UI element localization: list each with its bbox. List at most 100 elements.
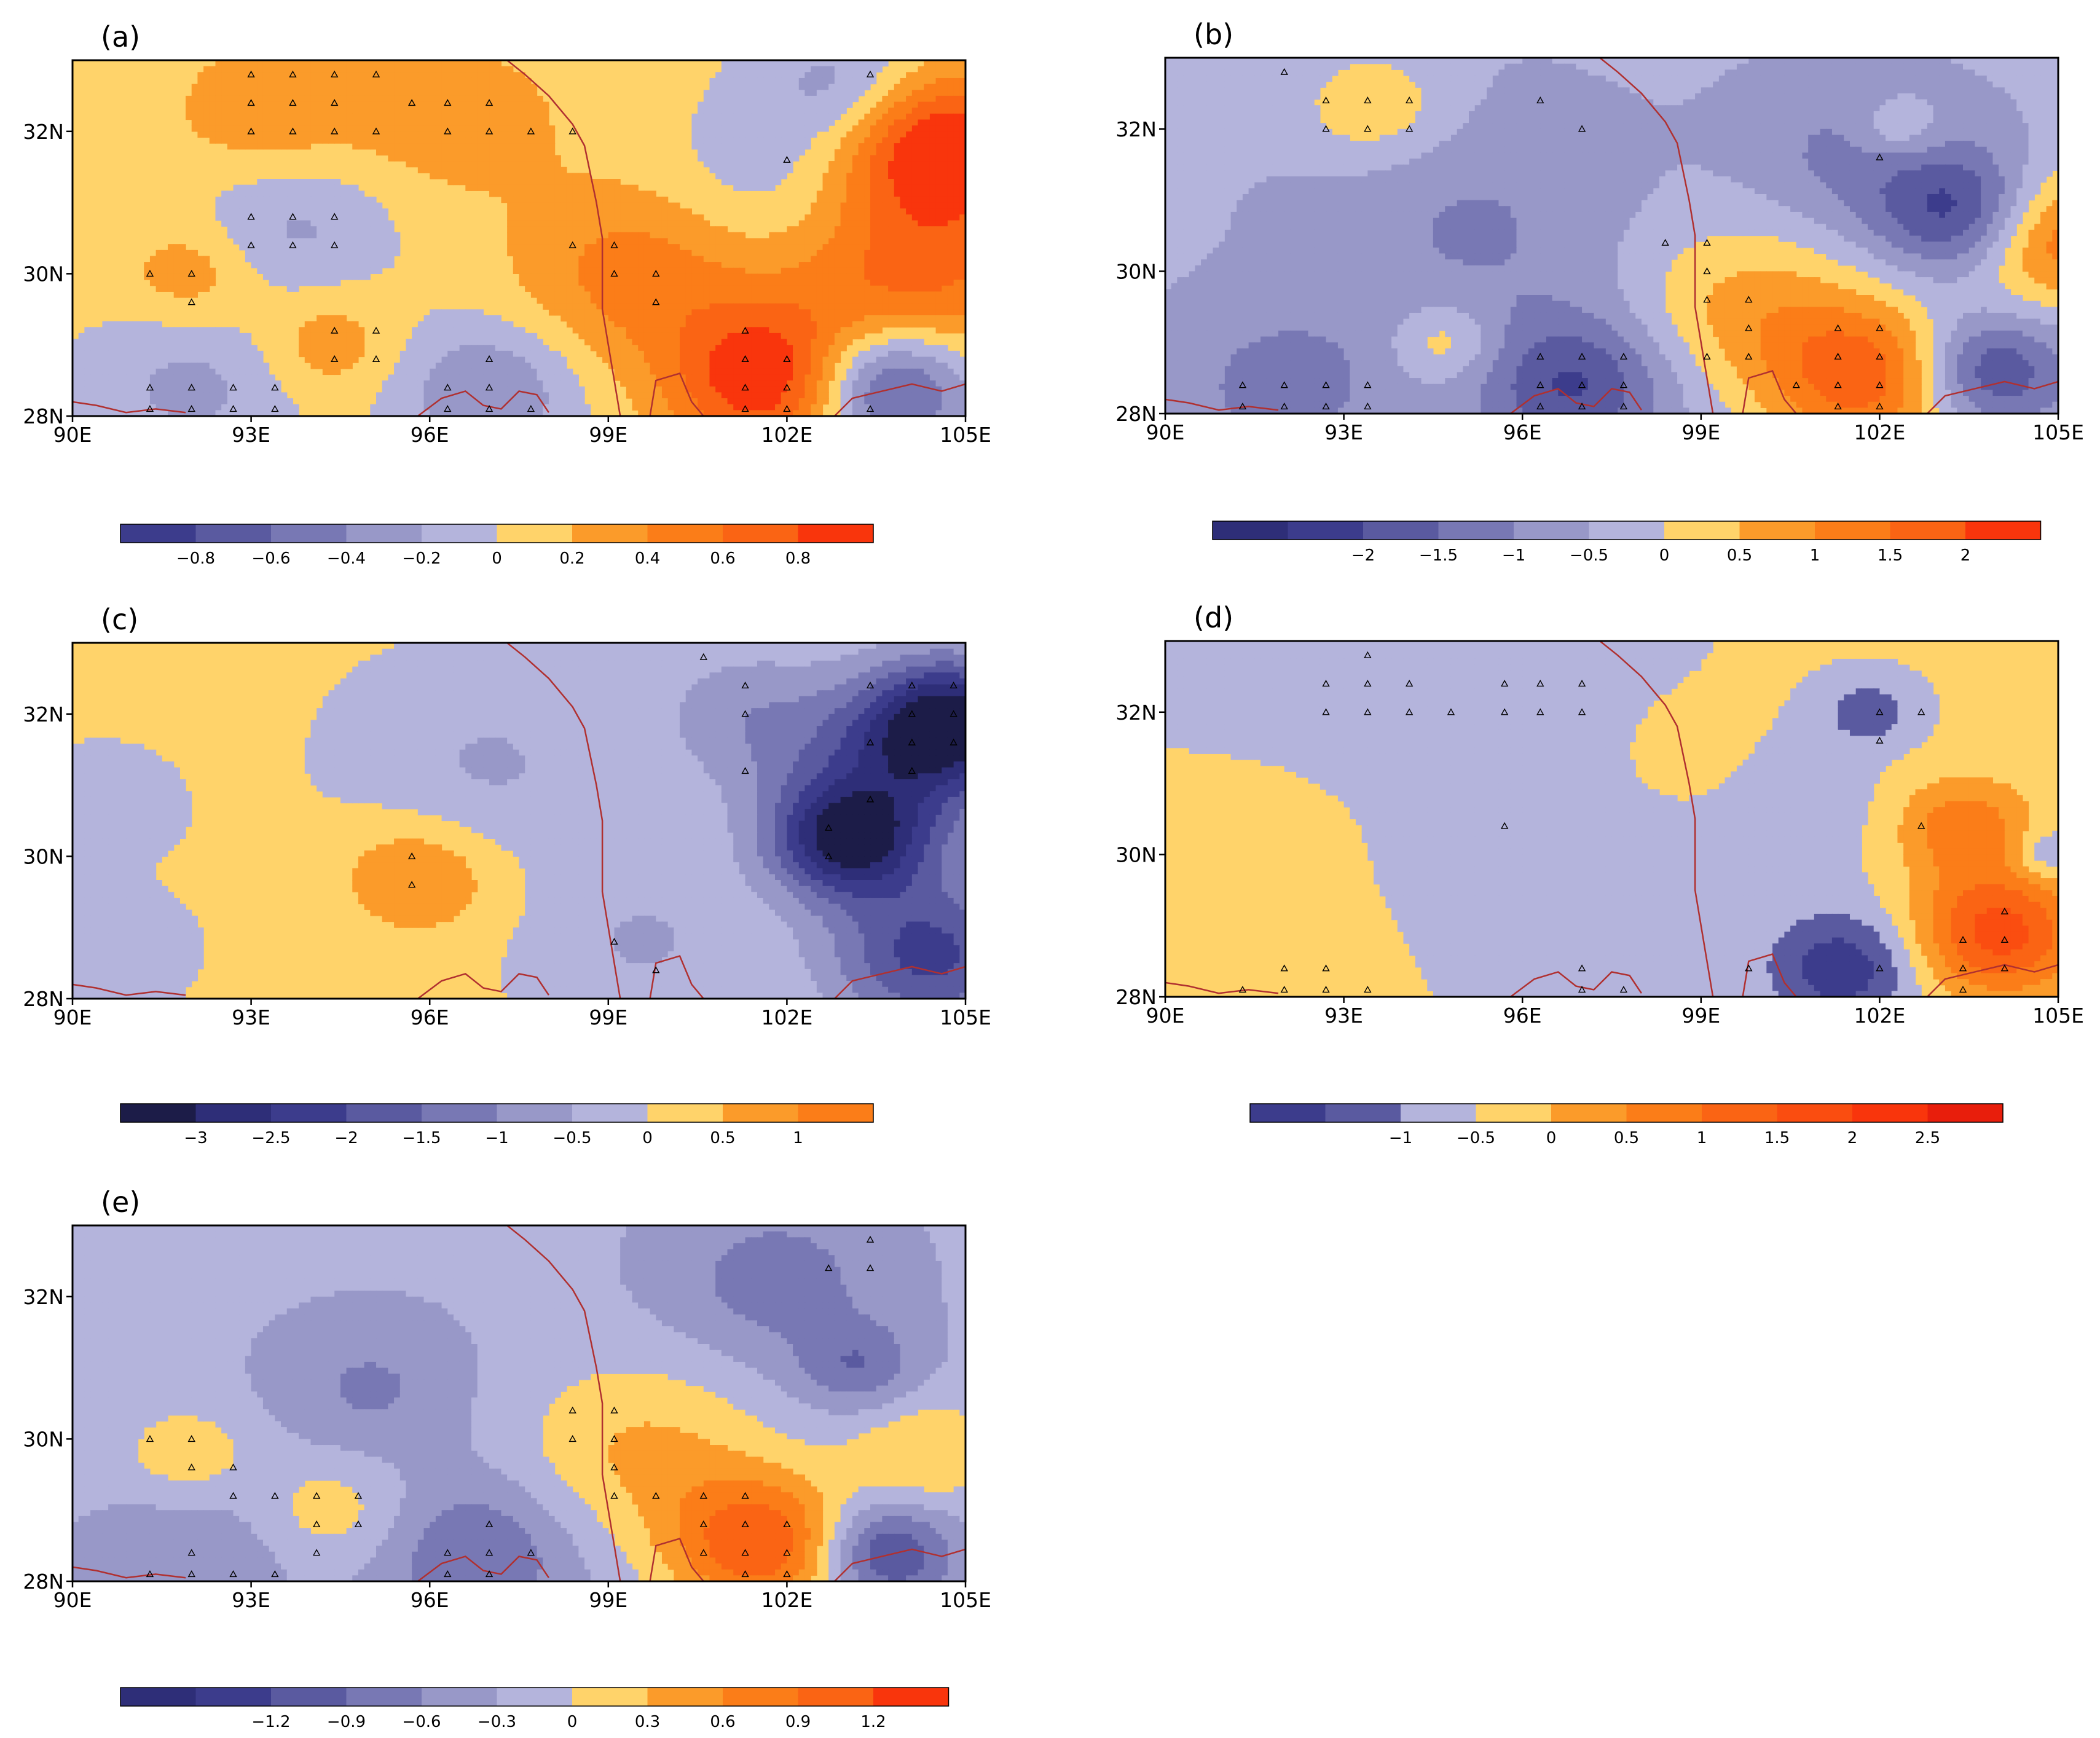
station-marker [1578, 352, 1586, 360]
colorbar-label: −0.4 [327, 549, 366, 568]
lat-tick-label: 28N [1115, 402, 1157, 426]
colorbar-label: 0 [492, 549, 502, 568]
station-marker [1322, 381, 1330, 388]
station-marker [527, 404, 535, 412]
station-marker [372, 326, 380, 334]
station-marker [354, 1492, 363, 1499]
colorbar-label: 0.9 [785, 1713, 811, 1731]
country-borders [1165, 641, 2058, 997]
station-marker [187, 1549, 195, 1556]
significance-markers [146, 1235, 875, 1578]
station-marker [331, 213, 339, 220]
filled-contour-field [1165, 58, 2058, 414]
colorbar-swatch [422, 1688, 497, 1706]
colorbar: −1.2 −0.9 −0.6 −0.3 0 0.3 0.6 0.9 1.2 [120, 1687, 950, 1731]
colorbar-label: 1 [1697, 1129, 1707, 1147]
station-marker [289, 127, 297, 135]
border-line [1742, 370, 1797, 414]
lon-tick-label: 102E [1854, 420, 1905, 444]
station-marker [289, 99, 297, 106]
lat-tick-label: 32N [23, 1285, 64, 1309]
colorbar-label: 0.5 [710, 1129, 735, 1147]
station-marker [444, 99, 452, 106]
colorbar-swatch [195, 1688, 271, 1706]
station-marker [312, 1492, 321, 1499]
station-marker [1280, 68, 1288, 75]
station-marker [652, 298, 660, 305]
station-marker [1405, 680, 1414, 687]
station-marker [444, 127, 452, 135]
station-marker [247, 213, 255, 220]
filled-contour-field [1165, 641, 2058, 997]
colorbar-swatch [572, 1104, 648, 1122]
colorbar-swatch [346, 1688, 422, 1706]
station-marker [1447, 708, 1455, 715]
station-marker [568, 241, 576, 248]
colorbar-swatch [1739, 521, 1815, 540]
significance-markers [407, 653, 958, 973]
station-marker [187, 269, 195, 277]
station-marker [1280, 964, 1288, 972]
station-marker [331, 70, 339, 77]
border-line [834, 383, 965, 416]
colorbar-swatch [723, 1688, 798, 1706]
colorbar-swatch [1965, 521, 2041, 540]
colorbar-label: 0 [567, 1713, 578, 1731]
colorbar-label: 2 [1847, 1129, 1858, 1147]
station-marker [1959, 964, 1967, 972]
station-marker [1405, 708, 1414, 715]
colorbar-swatch [798, 1688, 873, 1706]
station-marker [1238, 985, 1247, 993]
station-marker [247, 99, 255, 106]
lat-tick-label: 32N [23, 120, 64, 144]
map-frame [71, 1224, 967, 1583]
lon-tick-label: 105E [940, 1588, 991, 1612]
station-marker [866, 70, 875, 77]
station-marker [1536, 680, 1544, 687]
lon-tick-label: 102E [1854, 1004, 1905, 1028]
station-marker [444, 383, 452, 391]
colorbar-swatch [1664, 521, 1740, 540]
station-marker [866, 1235, 875, 1243]
colorbar-label: 0.2 [559, 549, 584, 568]
station-marker [444, 1549, 452, 1556]
lon-tick-label: 105E [940, 423, 991, 447]
station-marker [1578, 708, 1586, 715]
station-marker [1876, 153, 1884, 160]
border-line [506, 60, 621, 416]
lon-tick-label: 99E [589, 1005, 627, 1029]
border-line [73, 1566, 186, 1579]
station-marker [187, 383, 195, 391]
colorbar-swatch [1476, 1104, 1551, 1122]
border-line [1165, 398, 1279, 411]
station-marker [1619, 985, 1628, 993]
station-marker [1703, 238, 1711, 246]
panel-label: (e) [101, 1186, 140, 1219]
lat-tick-label: 28N [23, 1570, 64, 1594]
colorbar-swatch [271, 1104, 347, 1122]
colorbar: −3 −2.5 −2 −1.5 −1 −0.5 0 0.5 1 [120, 1103, 874, 1147]
station-marker [407, 881, 416, 888]
station-marker [1578, 985, 1586, 993]
station-marker [1322, 680, 1330, 687]
station-marker [1536, 381, 1544, 388]
colorbar-label: 0.8 [785, 549, 811, 568]
station-marker [1876, 381, 1884, 388]
station-marker [699, 1520, 707, 1528]
colorbar-swatch [572, 1688, 648, 1706]
station-marker [1405, 125, 1414, 132]
station-marker [527, 127, 535, 135]
colorbar-swatch [647, 1688, 723, 1706]
station-marker [1619, 402, 1628, 410]
significance-markers [1238, 68, 1884, 410]
station-marker [1792, 381, 1800, 388]
station-marker [950, 738, 958, 745]
colorbar-swatch [1626, 1104, 1702, 1122]
station-marker [610, 241, 618, 248]
colorbar-label: 1 [1810, 546, 1820, 565]
lat-tick-label: 30N [23, 844, 64, 868]
station-marker [610, 269, 618, 277]
station-marker [229, 404, 237, 412]
station-marker [1280, 985, 1288, 993]
